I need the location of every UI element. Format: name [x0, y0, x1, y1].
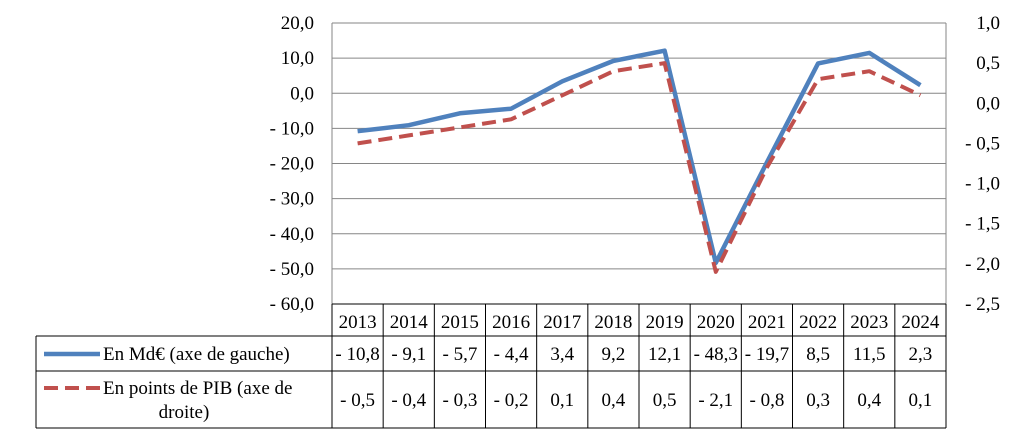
table-value: 0,4 — [602, 390, 626, 411]
table-value: - 0,8 — [750, 390, 785, 411]
left-axis-tick-label: - 60,0 — [270, 294, 314, 315]
table-value: 0,5 — [653, 390, 677, 411]
right-axis-tick-label: - 0,5 — [965, 133, 1000, 154]
table-value: - 0,3 — [443, 390, 478, 411]
right-axis-tick-label: 0,0 — [976, 93, 1000, 114]
category-label: 2024 — [901, 312, 940, 333]
category-label: 2014 — [390, 312, 429, 333]
left-axis-tick-label: 20,0 — [281, 13, 314, 34]
left-axis-tick-label: - 40,0 — [270, 224, 314, 245]
table-value: 2,3 — [909, 344, 933, 365]
table-value: - 2,1 — [698, 390, 733, 411]
right-axis-tick-label: - 2,0 — [965, 254, 1000, 275]
table-value: 0,1 — [909, 390, 933, 411]
legend-label: En Md€ (axe de gauche) — [103, 344, 290, 365]
table-value: - 9,1 — [391, 344, 426, 365]
left-axis-tick-label: 0,0 — [290, 83, 314, 104]
data-table: 2013 2014 2015 2016 2017 2018 2019 2020 2021 2022… — [35, 303, 947, 429]
table-value: 11,5 — [853, 344, 886, 365]
right-axis-tick-label: 1,0 — [976, 13, 1000, 34]
table-value: - 0,5 — [340, 390, 375, 411]
table-value: - 0,2 — [494, 390, 529, 411]
category-label: 2016 — [492, 312, 530, 333]
category-label: 2022 — [799, 312, 837, 333]
table-value: - 5,7 — [443, 344, 478, 365]
category-label: 2023 — [850, 312, 888, 333]
table-value: 3,4 — [550, 344, 574, 365]
category-label: 2019 — [646, 312, 684, 333]
table-value: 0,3 — [806, 390, 830, 411]
category-label: 2018 — [594, 312, 632, 333]
left-axis-tick-label: - 20,0 — [270, 154, 314, 175]
table-value: 8,5 — [806, 344, 830, 365]
left-axis-tick-label: - 50,0 — [270, 259, 314, 280]
category-label: 2020 — [697, 312, 735, 333]
series-line — [357, 61, 922, 274]
table-value: 0,4 — [857, 390, 881, 411]
table-value: 9,2 — [602, 344, 626, 365]
table-value: - 0,4 — [391, 390, 426, 411]
left-axis-tick-label: 10,0 — [281, 48, 314, 69]
table-value: - 4,4 — [494, 344, 529, 365]
right-axis-tick-label: 0,5 — [976, 53, 1000, 74]
right-axis: 1,0 0,5 0,0 - 0,5 - 1,0 - 1,5 - 2,0 - 2,5 — [965, 13, 1000, 315]
plot-area — [331, 23, 947, 304]
left-axis-tick-label: - 30,0 — [270, 189, 314, 210]
category-label: 2021 — [748, 312, 786, 333]
right-axis-tick-label: - 1,0 — [965, 174, 1000, 195]
category-label: 2017 — [543, 312, 581, 333]
legend-label: En points de PIB (axe de droite) — [103, 378, 292, 423]
series-lines — [357, 48, 922, 274]
left-axis: 20,0 10,0 0,0 - 10,0 - 20,0 - 30,0 - 40,0 - 50,… — [270, 13, 314, 315]
right-axis-tick-label: - 1,5 — [965, 214, 1000, 235]
table-value: - 48,3 — [694, 344, 738, 365]
table-value: - 19,7 — [745, 344, 789, 365]
gridlines — [332, 22, 946, 270]
series-line — [357, 48, 922, 266]
right-axis-tick-label: - 2,5 — [965, 294, 1000, 315]
table-value: - 10,8 — [335, 344, 379, 365]
table-value: 0,1 — [550, 390, 574, 411]
category-label: 2015 — [441, 312, 479, 333]
category-label: 2013 — [339, 312, 377, 333]
table-value: 12,1 — [648, 344, 681, 365]
left-axis-tick-label: - 10,0 — [270, 118, 314, 139]
